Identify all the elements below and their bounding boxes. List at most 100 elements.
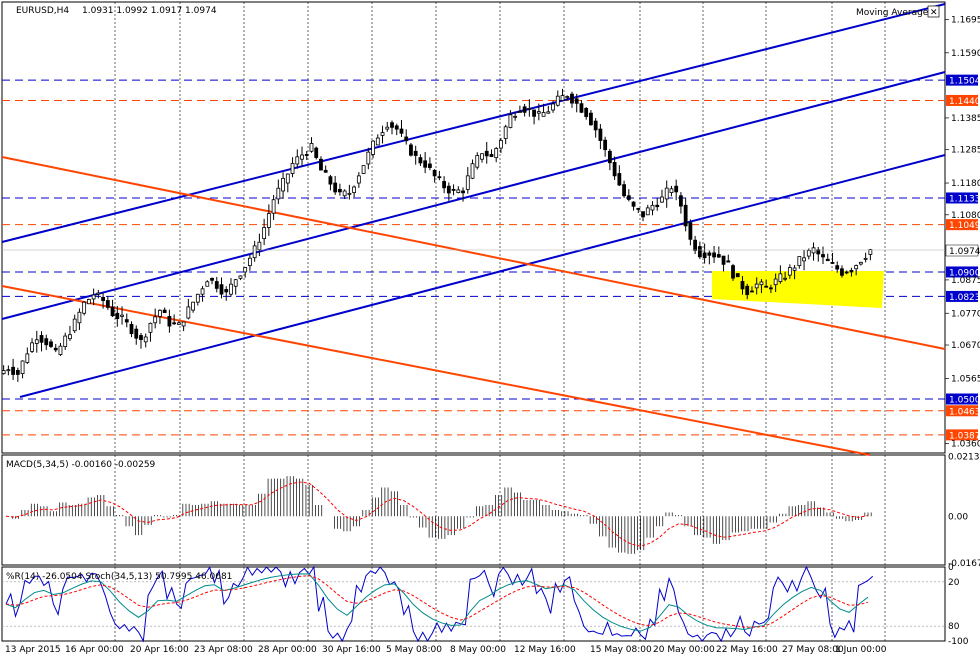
candle-body [503,126,508,139]
candle-body [356,175,361,184]
candle-body [338,188,342,193]
candle-body [660,196,664,203]
candle-body [868,249,873,255]
time-tick-label: 20 Apr 16:00 [130,645,189,655]
candle-body [252,245,257,259]
main-pane-border [1,1,946,454]
candle-body [560,95,565,101]
price-tick-label: 1.1180 [951,179,980,189]
candle-body [622,184,626,197]
candle-body [787,267,792,276]
candle-body [484,150,489,157]
osc-tick-label: 0 [948,563,954,573]
price-tick-label: 1.0875 [951,276,980,286]
candle-body [589,112,593,126]
candle-body [1,370,6,374]
osc-label: %R(14) -26.0504 Stoch(34,5,13) 50.7995 4… [6,572,232,582]
osc-axis: 0 20 80 -100 [948,563,969,647]
channel-top-line [1,3,946,243]
candle-body [148,322,153,333]
close-icon[interactable]: ✕ [930,8,938,18]
level-label-box [946,429,978,441]
candle-body [304,154,309,156]
candle-body [674,185,679,193]
candle-body [200,288,205,295]
candle-body [731,265,735,279]
time-tick-label: 22 May 16:00 [716,645,778,655]
candle-body [219,284,224,295]
candle-body [233,279,238,287]
candle-body [792,267,797,271]
macd-tick-label: -0.0167 [948,559,980,569]
candle-body [456,189,461,193]
channel-bottom-line [19,154,946,398]
candle-body [816,249,821,255]
candle-body [830,262,835,264]
candle-body [101,296,105,301]
candle-body [446,185,451,194]
candle-body [72,318,77,332]
candle-body [96,292,101,295]
price-tick-label: 1.0565 [951,374,980,384]
candle-body [603,139,608,151]
time-tick-label: 30 Apr 16:00 [322,645,381,655]
candle-body [712,252,716,258]
candle-body [129,323,134,335]
candle-body [271,199,276,214]
candle-body [295,156,300,165]
yellow-zone-polygon [712,271,884,308]
osc-tick-label: -100 [948,637,969,647]
level-label-box [946,266,978,278]
candle-body [58,345,63,355]
time-tick-label: 8 May 00:00 [450,645,506,655]
candle-body [20,360,25,374]
candle-body [778,273,783,282]
candle-body [480,153,484,160]
price-tick-label: 1.0670 [951,341,980,351]
candle-body [617,173,622,186]
ohlc-values: 1.0931 1.0992 1.0917 1.0974 [82,6,217,16]
candle-body [693,239,698,251]
candle-body [385,126,390,130]
indicator-close-box[interactable] [927,5,940,18]
candle-body [555,95,560,106]
candle-body [210,277,214,281]
level-label: 1.0823 [949,293,980,303]
candles [1,88,873,382]
candle-body [399,128,404,134]
candle-body [352,186,357,193]
price-tick-label: 1.1695 [951,15,980,25]
price-tick-label: 1.1285 [951,146,980,156]
time-tick-label: 27 May 08:00 [782,645,844,655]
candle-body [697,246,702,258]
candle-body [802,257,806,262]
candle-body [721,255,726,265]
symbol-info: EURUSD,H4 [16,6,69,16]
level-label: 1.0387 [949,431,980,441]
candle-body [844,271,849,274]
candle-body [825,258,830,262]
candle-body [139,335,143,340]
time-tick-label: 20 May 00:00 [653,645,715,655]
candle-body [607,150,612,164]
candle-body [626,195,631,200]
time-tick-label: 16 Apr 00:00 [65,645,124,655]
macd-axis: 0.02139 0.00 -0.0167 [948,453,980,569]
candle-body [598,128,603,141]
level-label: 1.1504 [949,77,980,87]
downtrend-lower-line [1,285,871,456]
candle-body [499,139,503,149]
candle-body [91,294,96,300]
macd-tick-label: 0.00 [948,512,968,522]
candle-body [593,120,598,131]
candle-body [645,207,650,216]
candle-body [205,281,210,287]
candle-body [409,144,413,156]
candle-body [835,265,840,270]
candle-body [347,192,352,195]
candle-body [858,261,863,265]
candle-body [570,93,574,104]
candle-body [276,187,281,200]
level-label: 1.1049 [949,221,980,231]
